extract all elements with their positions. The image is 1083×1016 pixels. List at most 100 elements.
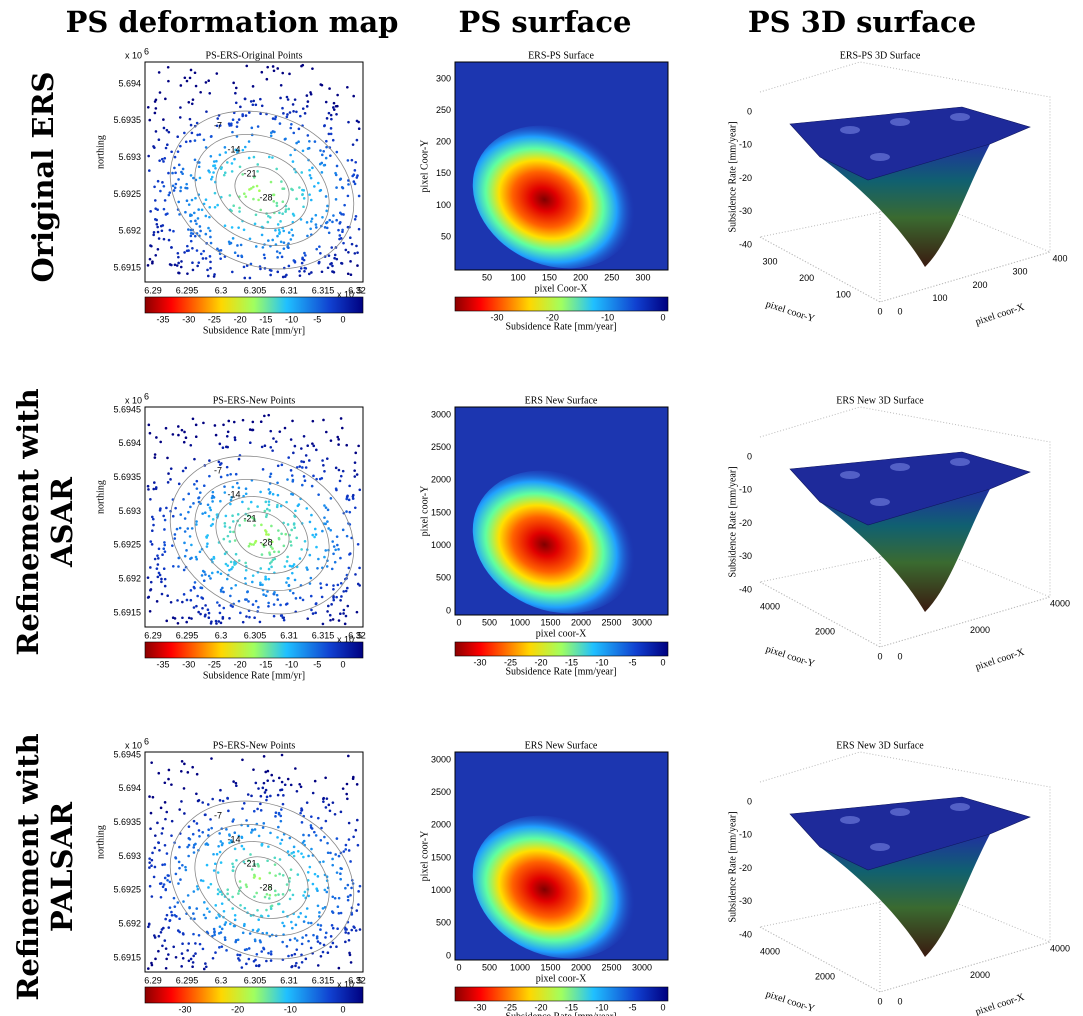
point xyxy=(228,841,231,845)
y-exponent-power: 6 xyxy=(144,391,149,401)
point xyxy=(230,209,233,213)
point xyxy=(209,818,212,821)
point xyxy=(149,811,153,815)
point xyxy=(247,947,251,950)
point xyxy=(161,863,164,867)
point xyxy=(195,907,199,910)
y-tick-label: 5.6915 xyxy=(113,952,141,962)
point xyxy=(271,547,274,550)
point xyxy=(189,443,193,447)
point xyxy=(294,964,297,968)
point xyxy=(160,157,164,161)
point xyxy=(293,952,297,956)
x-axis-label: pixel coor-X xyxy=(974,647,1026,673)
point xyxy=(202,579,206,583)
point xyxy=(207,616,211,620)
point xyxy=(281,910,285,914)
point xyxy=(355,909,359,912)
point xyxy=(250,543,253,546)
point xyxy=(270,904,274,908)
point xyxy=(290,474,294,477)
point xyxy=(290,528,293,532)
point xyxy=(210,558,213,561)
point xyxy=(313,535,316,539)
point xyxy=(262,253,266,257)
point xyxy=(166,481,170,484)
x-tick-label: 6.32 xyxy=(348,975,366,985)
point xyxy=(279,842,282,845)
point xyxy=(191,961,195,964)
point xyxy=(179,878,182,881)
point xyxy=(332,598,336,602)
point xyxy=(197,496,201,499)
y-axis-label: pixel coor-Y xyxy=(419,831,430,882)
point xyxy=(300,953,303,957)
point xyxy=(279,84,283,87)
point xyxy=(339,582,343,585)
point xyxy=(335,186,338,189)
point xyxy=(251,574,255,577)
point xyxy=(353,475,357,478)
point xyxy=(189,557,192,561)
point xyxy=(331,926,335,930)
point xyxy=(233,918,237,922)
point xyxy=(259,940,262,944)
point xyxy=(305,221,309,224)
point xyxy=(242,801,246,805)
point xyxy=(251,428,255,432)
point xyxy=(192,846,196,849)
point xyxy=(196,264,199,268)
point xyxy=(291,419,294,423)
z-tick-label: -10 xyxy=(739,485,752,495)
row-label: Refinement with xyxy=(11,388,45,655)
panel-title: ERS-PS 3D Surface xyxy=(840,50,921,61)
point xyxy=(187,959,191,963)
point xyxy=(313,527,317,531)
point xyxy=(297,915,300,919)
point xyxy=(201,257,205,260)
point xyxy=(204,232,208,236)
point xyxy=(264,594,268,598)
point xyxy=(167,472,170,475)
point xyxy=(156,230,160,234)
point xyxy=(266,65,269,69)
point xyxy=(156,575,160,579)
point xyxy=(350,158,354,162)
point xyxy=(353,926,356,929)
point xyxy=(174,872,178,876)
point xyxy=(163,939,167,942)
point xyxy=(260,445,264,449)
point xyxy=(254,103,258,107)
point xyxy=(163,781,167,785)
point xyxy=(348,484,351,488)
point xyxy=(231,520,235,523)
point xyxy=(355,473,359,476)
point xyxy=(259,567,263,570)
point xyxy=(307,894,310,898)
point xyxy=(333,812,337,816)
point xyxy=(339,598,342,602)
point xyxy=(254,781,258,785)
point xyxy=(237,892,240,895)
point xyxy=(263,509,267,513)
point xyxy=(154,130,158,133)
point xyxy=(182,568,186,572)
point xyxy=(192,890,196,893)
point xyxy=(304,454,308,457)
point xyxy=(310,608,313,612)
point xyxy=(208,91,212,95)
point xyxy=(221,842,224,845)
point xyxy=(277,893,280,896)
point xyxy=(303,251,306,255)
contour-label: -7 xyxy=(214,120,222,130)
point xyxy=(329,528,332,532)
point xyxy=(290,565,294,568)
point xyxy=(291,893,295,897)
point xyxy=(159,895,163,899)
point xyxy=(268,492,271,495)
point xyxy=(234,552,238,556)
point xyxy=(166,456,169,460)
point xyxy=(187,228,190,231)
point xyxy=(238,210,241,213)
point xyxy=(193,483,196,486)
